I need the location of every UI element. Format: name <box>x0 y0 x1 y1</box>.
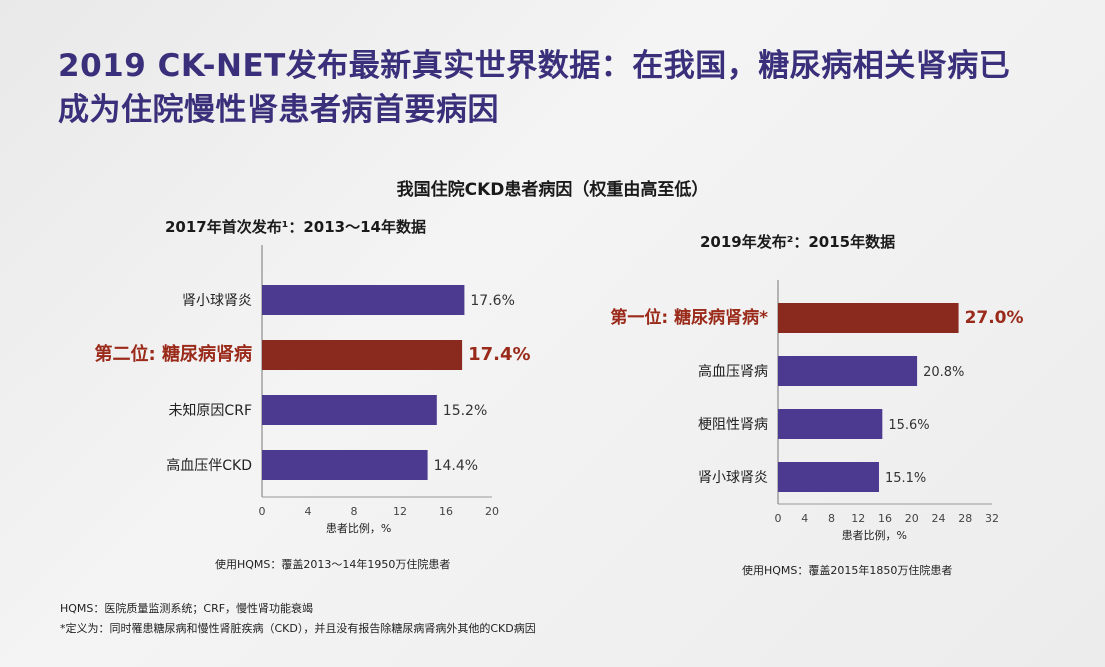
left-category-label: 未知原因CRF <box>168 402 252 419</box>
left-x-tick-label: 20 <box>485 505 499 518</box>
left-x-tick-label: 8 <box>351 505 358 518</box>
right-x-tick-label: 12 <box>851 512 865 525</box>
right-category-label: 梗阻性肾病 <box>698 417 768 433</box>
left-x-tick-label: 12 <box>393 505 407 518</box>
right-bar <box>778 303 959 333</box>
slide-title-line1: 2019 CK-NET发布最新真实世界数据：在我国，糖尿病相关肾病已 <box>58 48 1011 84</box>
right-bar <box>778 462 879 492</box>
left-x-tick-label: 16 <box>439 505 453 518</box>
left-bar <box>262 395 437 425</box>
left-category-label: 高血压伴CKD <box>166 457 252 474</box>
left-x-tick-label: 4 <box>305 505 312 518</box>
right-x-axis-label: 患者比例，% <box>842 528 907 542</box>
left-data-label: 17.4% <box>468 344 530 365</box>
left-x-axis-label: 患者比例，% <box>326 521 391 535</box>
left-bar <box>262 285 465 315</box>
right-data-label: 15.6% <box>888 418 929 433</box>
right-x-tick-label: 20 <box>905 512 919 525</box>
right-bar <box>778 409 883 439</box>
right-category-label: 肾小球肾炎 <box>698 470 768 486</box>
left-bar-chart: 肾小球肾炎 17.6% 第二位: 糖尿病肾病 17.4% 未知原因CRF 15.2% 高血压… <box>95 245 531 535</box>
left-data-label: 14.4% <box>434 458 478 474</box>
slide-title: 2019 CK-NET发布最新真实世界数据：在我国，糖尿病相关肾病已 成为住院慢… <box>58 44 1078 132</box>
right-x-tick-label: 24 <box>932 512 946 525</box>
right-x-tick-label: 32 <box>985 512 999 525</box>
footnote-hqms: HQMS：医院质量监测系统；CRF，慢性肾功能衰竭 <box>60 602 314 615</box>
right-category-label: 第一位: 糖尿病肾病* <box>610 307 768 328</box>
right-x-tick-label: 0 <box>775 512 782 525</box>
left-bar <box>262 450 428 480</box>
right-x-tick-label: 28 <box>958 512 972 525</box>
left-category-label: 肾小球肾炎 <box>182 293 252 309</box>
right-chart-title: 2019年发布²：2015年数据 <box>700 233 896 251</box>
right-x-tick-label: 16 <box>878 512 892 525</box>
chart-subtitle: 我国住院CKD患者病因（权重由高至低） <box>396 180 709 200</box>
right-chart-note: 使用HQMS：覆盖2015年1850万住院患者 <box>742 564 953 577</box>
right-data-label: 27.0% <box>965 308 1024 328</box>
right-data-label: 20.8% <box>923 365 964 380</box>
right-data-label: 15.1% <box>885 471 926 486</box>
slide-title-line2: 成为住院慢性肾患者病首要病因 <box>58 92 499 128</box>
right-x-tick-label: 4 <box>801 512 808 525</box>
right-x-tick-label: 8 <box>828 512 835 525</box>
left-chart-title: 2017年首次发布¹：2013～14年数据 <box>165 218 426 236</box>
right-category-label: 高血压肾病 <box>698 363 768 380</box>
footnote-definition: *定义为：同时罹患糖尿病和慢性肾脏疾病（CKD），并且没有报告除糖尿病肾病外其他… <box>60 622 536 635</box>
left-chart-note: 使用HQMS：覆盖2013～14年1950万住院患者 <box>215 558 451 571</box>
left-data-label: 15.2% <box>443 403 487 419</box>
right-bar-chart: 第一位: 糖尿病肾病* 27.0% 高血压肾病 20.8% 梗阻性肾病 15.6% 肾小球肾… <box>610 280 1024 542</box>
left-category-label: 第二位: 糖尿病肾病 <box>95 343 252 365</box>
right-bar <box>778 356 918 386</box>
left-data-label: 17.6% <box>470 293 514 309</box>
left-x-tick-label: 0 <box>259 505 266 518</box>
left-bar <box>262 340 463 370</box>
